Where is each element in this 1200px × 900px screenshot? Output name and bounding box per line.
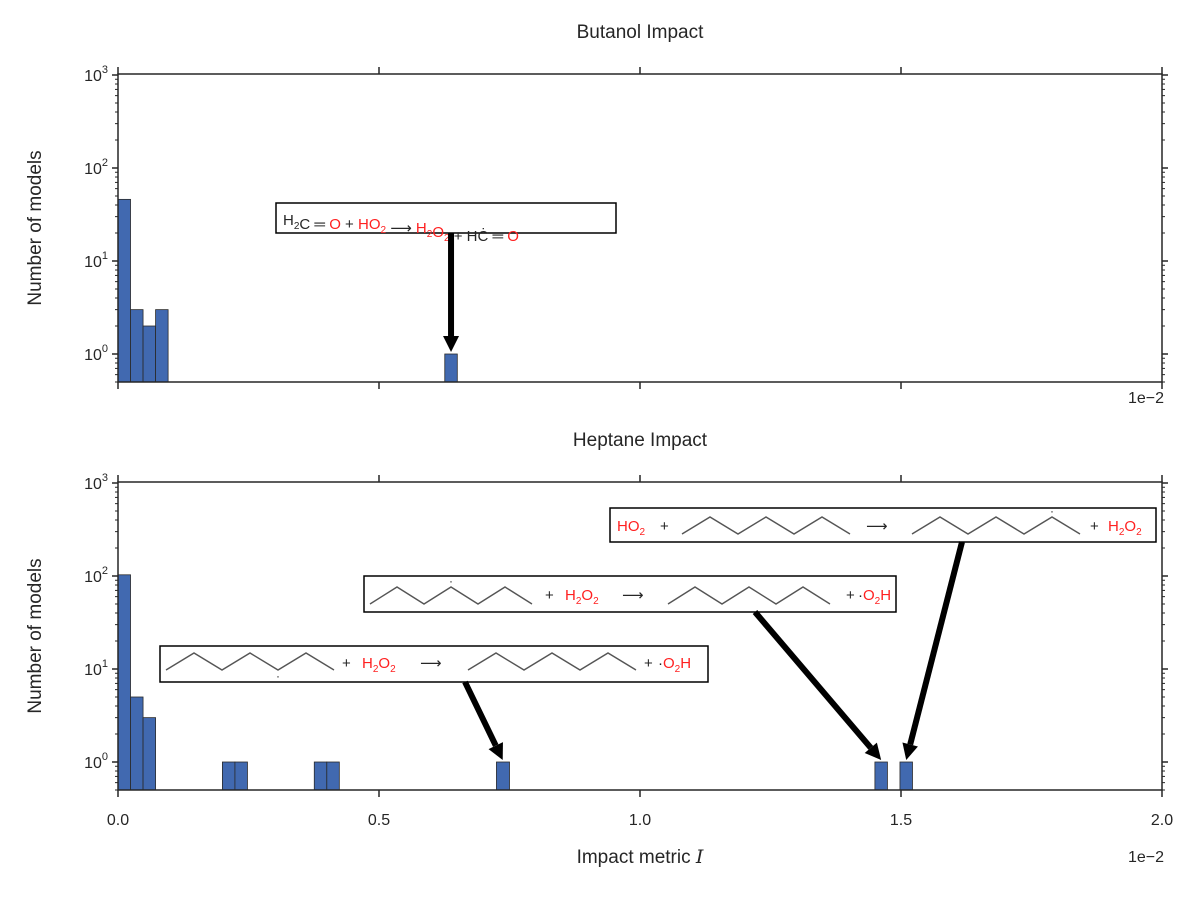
plus-sign: + — [1090, 518, 1099, 535]
arrow-shaft — [462, 680, 499, 747]
heptane-annotation-1: · + H2O2 ⟶ + ·O2H — [159, 645, 709, 683]
heptane-x-multiplier: 1e−2 — [1128, 849, 1164, 866]
x-tick-label: 2.0 — [1151, 812, 1173, 829]
reaction-arrow: ⟶ — [866, 518, 888, 535]
heptyl-radical-structure — [165, 652, 335, 671]
plus-sign: + — [644, 655, 653, 672]
histogram-bar — [117, 198, 131, 383]
y-tick-label: 101 — [84, 250, 108, 271]
h2o2-label: H2O2 — [1108, 518, 1142, 538]
plus-sign: + — [846, 587, 855, 604]
heptane-structure — [667, 586, 831, 605]
butanol-chart-title: Butanol Impact — [577, 22, 704, 43]
butanol-axes-frame — [117, 73, 1163, 383]
radical-dot: · — [276, 669, 280, 683]
reaction-arrow: ⟶ — [622, 587, 644, 604]
heptyl-radical-structure — [369, 586, 533, 605]
y-tick-label: 103 — [84, 64, 108, 85]
butanol-annotation-arrow — [443, 233, 460, 353]
histogram-bar — [326, 761, 340, 791]
arrow-head — [864, 742, 882, 761]
heptane-annotation-arrows — [462, 541, 965, 761]
h2o2-label: H2O2 — [362, 655, 396, 675]
x-tick-label: 0.0 — [107, 812, 129, 829]
butanol-bars — [117, 198, 458, 383]
h2o2-label: H2O2 — [565, 587, 599, 607]
histogram-bar — [142, 325, 156, 383]
heptyl-radical-structure — [911, 516, 1081, 535]
butanol-panel: Butanol Impact Number of models H2C ═ O … — [25, 22, 1168, 407]
plus-sign: + — [660, 518, 669, 535]
x-tick-label: 0.5 — [368, 812, 390, 829]
arrow-head — [902, 742, 918, 761]
arrow-head — [488, 742, 503, 761]
heptane-annotation-2: · + H2O2 ⟶ + ·O2H — [363, 574, 897, 613]
heptane-axis-ticks: 0.0 0.5 1.0 1.5 2.0 100 101 102 103 — [84, 472, 1173, 829]
histogram-bar — [899, 761, 913, 791]
heptane-structure — [681, 516, 851, 535]
heptane-panel: Heptane Impact Number of models · + H2O2… — [25, 430, 1173, 868]
radical-dot: · — [449, 574, 453, 588]
butanol-y-axis-label: Number of models — [25, 150, 46, 305]
arrow-shaft — [752, 610, 874, 750]
y-tick-label: 102 — [84, 157, 108, 178]
heptane-structure — [467, 652, 637, 671]
histogram-bar — [313, 761, 328, 791]
butanol-axis-ticks: 100 101 102 103 — [84, 64, 1168, 389]
y-tick-label: 103 — [84, 472, 108, 493]
hydroperoxyl-label: ·O2H — [658, 655, 691, 675]
butanol-x-multiplier: 1e−2 — [1128, 390, 1164, 407]
plus-sign: + — [545, 587, 554, 604]
heptane-axes-frame — [117, 481, 1163, 791]
histogram-bar — [142, 717, 156, 791]
histogram-bar — [874, 761, 888, 791]
histogram-bar — [234, 761, 248, 791]
heptane-annotation-3: HO2 + ⟶ · + H2O2 — [609, 504, 1157, 543]
ho2-label: HO2 — [617, 518, 646, 538]
y-tick-label: 101 — [84, 658, 108, 679]
histogram-bar — [117, 574, 131, 791]
arrow-head — [443, 336, 460, 353]
y-tick-label: 100 — [84, 751, 108, 772]
histogram-bar — [444, 353, 458, 383]
heptane-annotations: · + H2O2 ⟶ + ·O2H · + H2O2 ⟶ + ·O2H — [159, 504, 1157, 761]
heptane-reaction-box-1 — [159, 645, 709, 683]
histogram-bar — [130, 696, 144, 791]
histogram-bar — [155, 309, 169, 383]
butanol-annotations: H2C ═ O + HO2 ⟶ H2O2 + HĊ ═ O — [275, 202, 617, 353]
x-tick-label: 1.0 — [629, 812, 651, 829]
arrow-shaft — [907, 541, 965, 746]
x-tick-label: 1.5 — [890, 812, 912, 829]
radical-dot: · — [1050, 504, 1054, 518]
histogram-bar — [496, 761, 510, 791]
histogram-bar — [221, 761, 236, 791]
heptane-y-axis-label: Number of models — [25, 558, 46, 713]
histogram-bar — [130, 309, 144, 383]
y-tick-label: 102 — [84, 565, 108, 586]
y-tick-label: 100 — [84, 343, 108, 364]
butanol-reaction-box — [275, 202, 617, 234]
heptane-reaction-box-2 — [363, 575, 897, 613]
hydroperoxyl-label: ·O2H — [858, 587, 891, 607]
reaction-arrow: ⟶ — [420, 655, 442, 672]
heptane-chart-title: Heptane Impact — [573, 430, 708, 451]
plus-sign: + — [342, 655, 351, 672]
heptane-x-axis-label: Impact metric I — [577, 846, 704, 868]
